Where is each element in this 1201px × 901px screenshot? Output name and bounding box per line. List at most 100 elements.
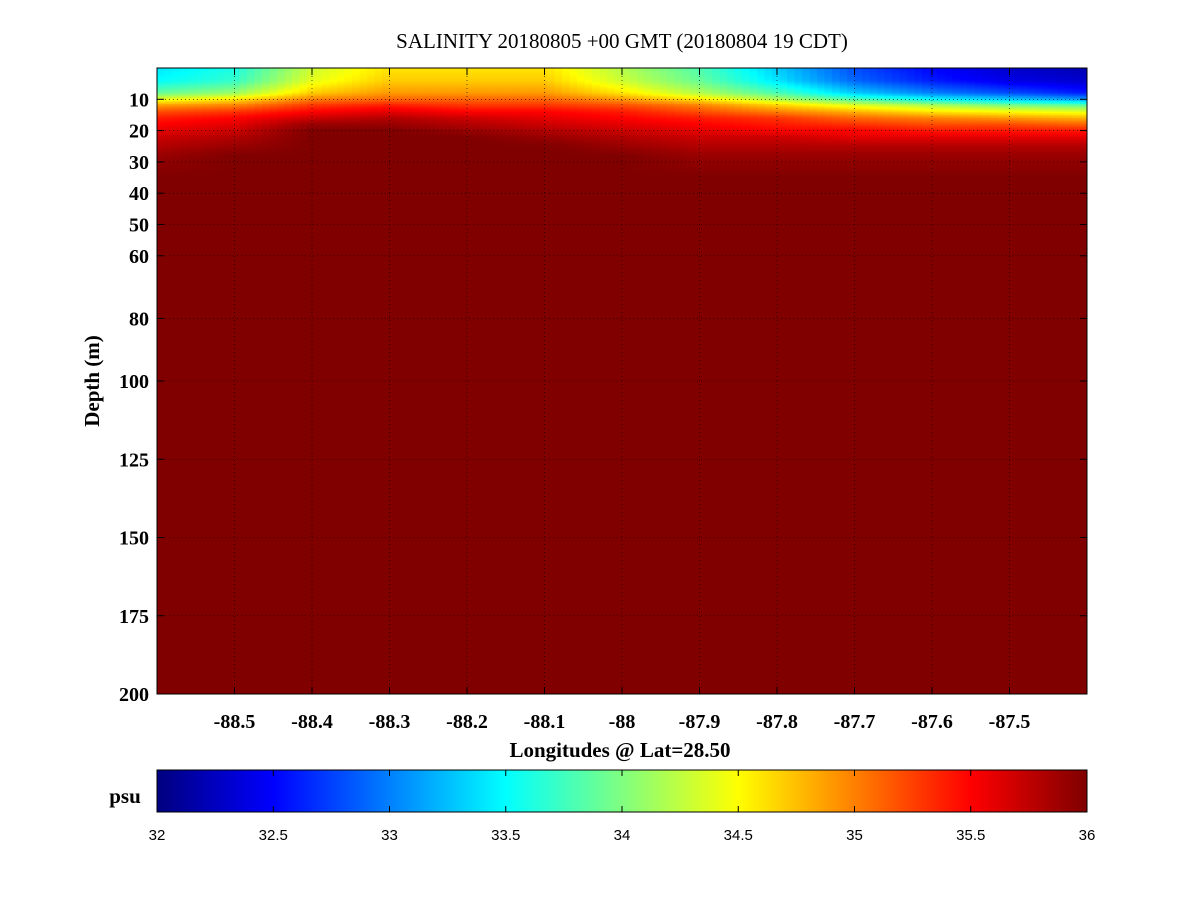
heatmap-cell — [734, 71, 743, 74]
heatmap-cell — [569, 129, 578, 132]
heatmap-cell — [487, 102, 496, 105]
heatmap-cell — [997, 69, 1006, 72]
heatmap-cell — [907, 129, 916, 132]
heatmap-cell — [322, 121, 331, 124]
heatmap-cell — [247, 75, 256, 78]
heatmap-cell — [757, 86, 766, 89]
heatmap-cell — [959, 116, 968, 119]
heatmap-cell — [412, 97, 421, 100]
heatmap-cell — [959, 119, 968, 122]
heatmap-cell — [899, 122, 908, 125]
heatmap-cell — [809, 114, 818, 118]
heatmap-cell — [472, 71, 481, 74]
heatmap-cell — [944, 114, 953, 118]
heatmap-cell — [749, 108, 758, 111]
heatmap-cell — [952, 124, 961, 127]
heatmap-cell — [224, 68, 233, 71]
heatmap-cell — [262, 119, 271, 122]
heatmap-cell — [757, 71, 766, 74]
heatmap-cell — [967, 113, 976, 116]
heatmap-cell — [892, 93, 901, 96]
heatmap-cell — [172, 122, 181, 125]
heatmap-cell — [614, 86, 623, 89]
heatmap-cell — [397, 80, 406, 83]
heatmap-cell — [712, 86, 721, 89]
heatmap-cell — [1004, 127, 1013, 130]
heatmap-cell — [937, 127, 946, 130]
heatmap-cell — [719, 111, 728, 114]
heatmap-cell — [997, 77, 1006, 80]
heatmap-cell — [914, 124, 923, 127]
heatmap-cell — [877, 80, 886, 83]
heatmap-cell — [854, 125, 863, 129]
heatmap-cell — [764, 114, 773, 118]
heatmap-cell — [239, 74, 248, 77]
heatmap-cell — [412, 130, 421, 133]
heatmap-cell — [464, 74, 473, 77]
heatmap-cell — [164, 74, 173, 77]
heatmap-cell — [982, 69, 991, 72]
heatmap-cell — [179, 124, 188, 127]
heatmap-cell — [824, 71, 833, 74]
heatmap-cell — [652, 116, 661, 119]
heatmap-cell — [569, 75, 578, 78]
heatmap-cell — [502, 107, 511, 110]
heatmap-cell — [952, 105, 961, 108]
heatmap-cell — [247, 71, 256, 74]
heatmap-cell — [412, 114, 421, 118]
heatmap-cell — [164, 129, 173, 132]
heatmap-cell — [532, 91, 541, 94]
heatmap-cell — [382, 113, 391, 116]
heatmap-cell — [749, 104, 758, 107]
heatmap-cell — [269, 71, 278, 74]
heatmap-cell — [254, 119, 263, 122]
heatmap-cell — [389, 78, 398, 82]
heatmap-cell — [524, 129, 533, 132]
heatmap-cell — [404, 85, 413, 88]
heatmap-cell — [217, 129, 226, 132]
heatmap-cell — [434, 72, 443, 75]
heatmap-cell — [202, 114, 211, 118]
heatmap-cell — [929, 97, 938, 100]
heatmap-cell — [164, 110, 173, 113]
heatmap-cell — [1049, 93, 1058, 96]
heatmap-cell — [637, 77, 646, 80]
heatmap-cell — [292, 107, 301, 110]
heatmap-cell — [809, 104, 818, 107]
heatmap-cell — [1072, 91, 1081, 94]
heatmap-cell — [959, 91, 968, 94]
heatmap-cell — [374, 85, 383, 88]
heatmap-cell — [614, 108, 623, 111]
heatmap-cell — [622, 89, 631, 93]
heatmap-cell — [779, 100, 788, 104]
heatmap-cell — [749, 111, 758, 114]
heatmap-cell — [974, 71, 983, 74]
heatmap-cell — [577, 89, 586, 93]
heatmap-cell — [757, 124, 766, 127]
heatmap-cell — [802, 107, 811, 110]
heatmap-cell — [502, 69, 511, 72]
heatmap-cell — [704, 74, 713, 77]
heatmap-cell — [944, 129, 953, 132]
heatmap-cell — [892, 121, 901, 124]
heatmap-cell — [607, 71, 616, 74]
heatmap-cell — [989, 68, 998, 71]
heatmap-cell — [907, 114, 916, 118]
heatmap-cell — [239, 77, 248, 80]
heatmap-cell — [299, 111, 308, 114]
heatmap-cell — [517, 108, 526, 111]
heatmap-cell — [1004, 107, 1013, 110]
heatmap-cell — [937, 124, 946, 127]
heatmap-cell — [637, 72, 646, 75]
heatmap-cell — [689, 83, 698, 86]
heatmap-cell — [937, 111, 946, 114]
heatmap-cell — [179, 91, 188, 94]
heatmap-cell — [1064, 72, 1073, 75]
heatmap-cell — [247, 104, 256, 107]
heatmap-cell — [487, 105, 496, 108]
heatmap-cell — [959, 96, 968, 99]
heatmap-cell — [457, 113, 466, 116]
heatmap-cell — [157, 119, 166, 122]
heatmap-cell — [427, 118, 436, 121]
heatmap-cell — [854, 102, 863, 105]
